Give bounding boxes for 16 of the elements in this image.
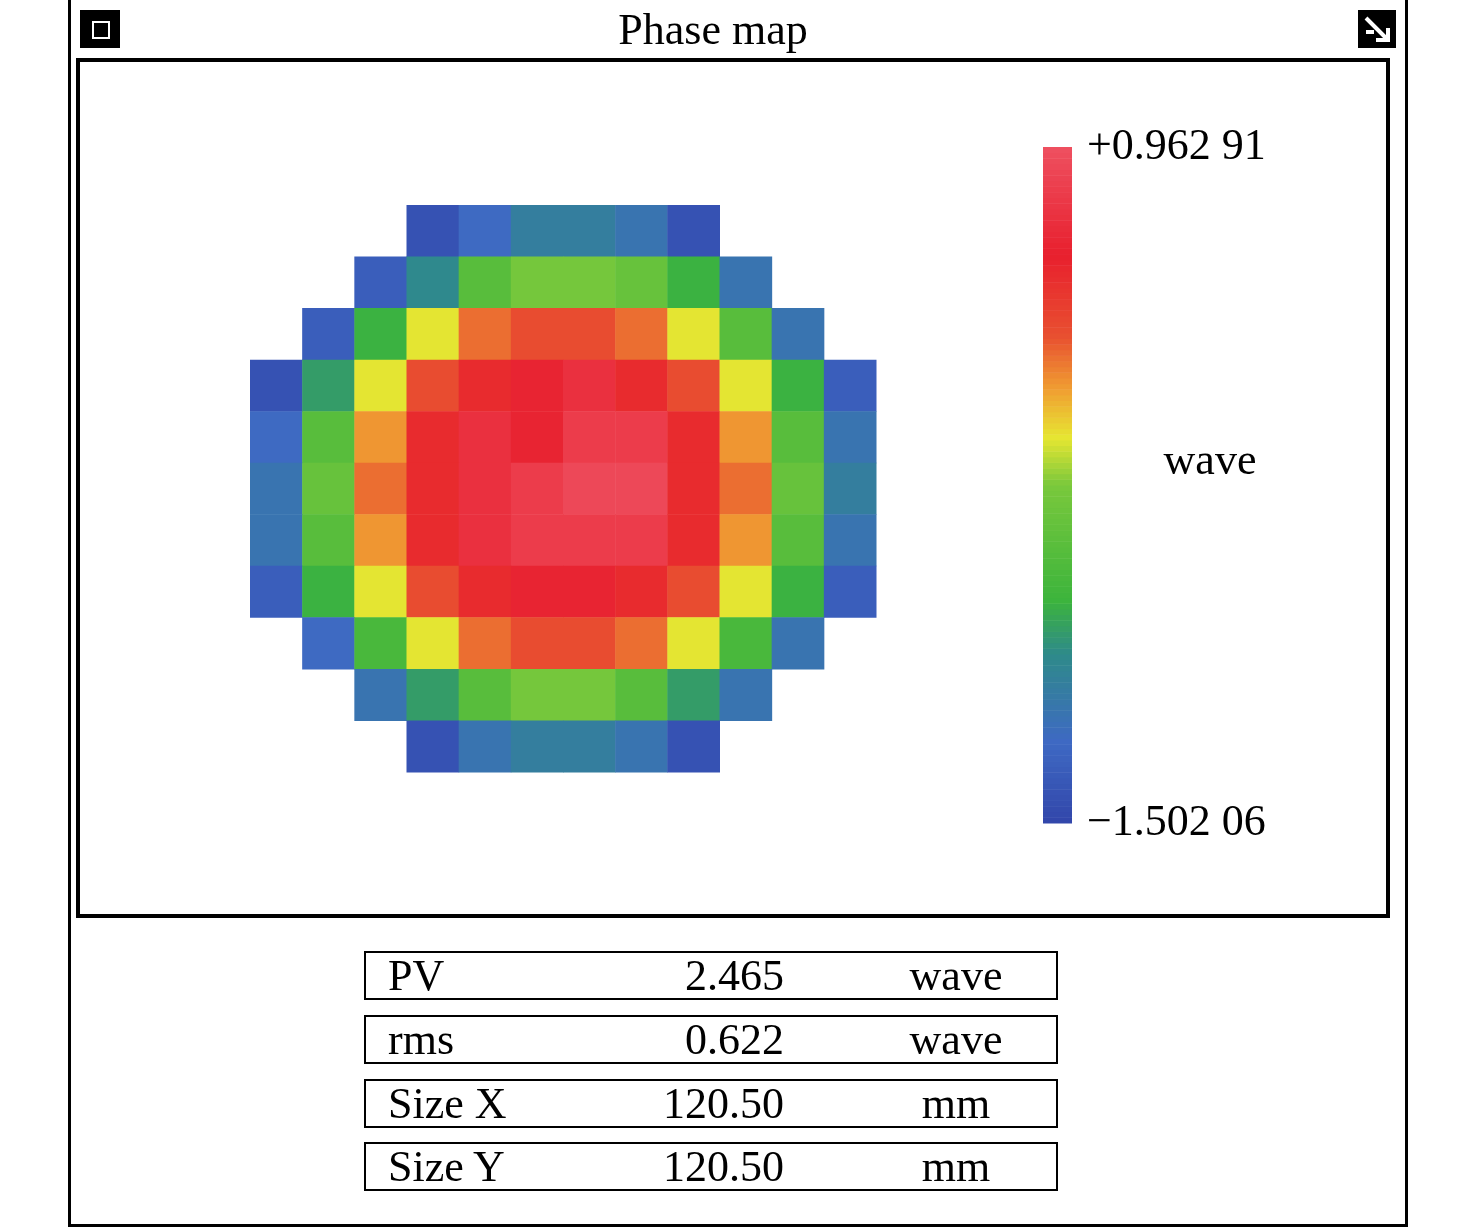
color-bar-label: +0.962 91	[1087, 119, 1266, 169]
text: wave	[908, 951, 1004, 1000]
text: Size Y	[388, 1142, 505, 1191]
color-bar-label: −1.502 06	[1087, 795, 1266, 845]
text: mm	[920, 1079, 992, 1128]
text: Size X	[388, 1079, 507, 1128]
text: mm	[920, 1142, 992, 1191]
text: 0.622	[685, 1015, 784, 1064]
chart-title: Phase map	[617, 5, 809, 54]
text: 120.50	[663, 1142, 784, 1191]
text: rms	[388, 1015, 454, 1064]
text: wave	[908, 1015, 1004, 1064]
text: 120.50	[663, 1079, 784, 1128]
text: PV	[388, 951, 445, 1000]
text: 2.465	[685, 951, 784, 1000]
color-bar-title: wave	[1163, 434, 1257, 484]
